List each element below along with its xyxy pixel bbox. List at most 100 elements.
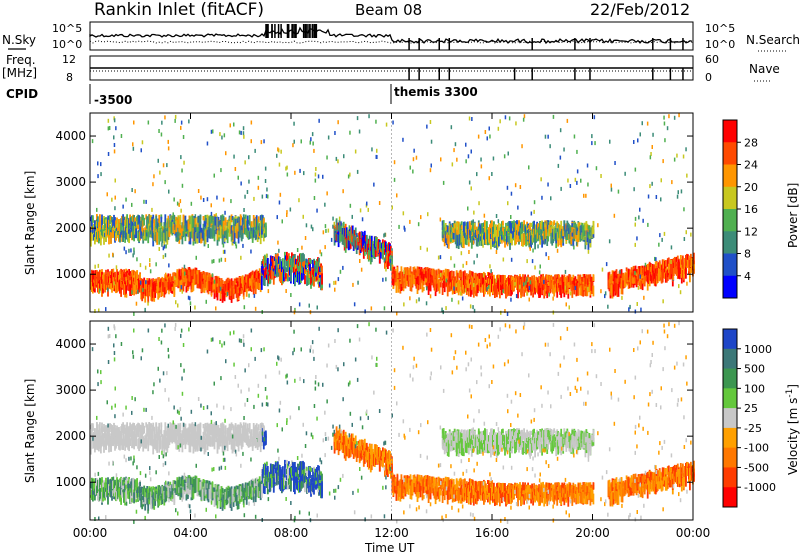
- power-cell: [454, 264, 456, 268]
- power-colorbar-swatch: [723, 254, 737, 277]
- power-cell: [509, 116, 511, 120]
- power-cell: [292, 143, 294, 147]
- power-cell: [510, 215, 512, 219]
- power-cell: [563, 148, 565, 152]
- power-cell: [214, 174, 216, 178]
- power-cell: [465, 143, 467, 147]
- power-cell: [385, 268, 387, 272]
- power-cell: [416, 156, 418, 160]
- power-cell: [107, 288, 109, 292]
- power-ytick-label: 1000: [55, 267, 86, 281]
- power-cell: [334, 131, 336, 135]
- power-cell: [544, 241, 546, 245]
- power-cell: [294, 140, 296, 144]
- power-cell: [265, 223, 267, 236]
- power-cell: [634, 271, 636, 275]
- power-cell: [671, 245, 673, 249]
- power-cell: [258, 186, 260, 190]
- power-cell: [683, 155, 685, 159]
- power-cell: [207, 197, 209, 201]
- power-cell: [314, 196, 316, 200]
- velocity-cell: [173, 491, 175, 505]
- power-cell: [223, 198, 225, 202]
- power-cell: [243, 208, 245, 212]
- power-cell: [451, 125, 453, 129]
- velocity-cell: [133, 492, 135, 503]
- power-cell: [354, 302, 356, 306]
- power-cell: [600, 174, 602, 178]
- power-cell: [526, 259, 528, 263]
- power-cell: [505, 115, 507, 119]
- power-cell: [276, 154, 278, 158]
- power-ytick-label: 3000: [55, 175, 86, 189]
- power-cell: [166, 163, 168, 167]
- power-cell: [322, 175, 324, 179]
- power-cell: [133, 284, 135, 295]
- power-cell: [187, 287, 189, 291]
- power-cell: [668, 114, 670, 118]
- power-cell: [207, 142, 209, 146]
- power-colorbar-swatch: [723, 120, 737, 143]
- power-cell: [195, 214, 197, 218]
- power-cell: [126, 294, 128, 298]
- power-cell: [639, 208, 641, 212]
- power-cell: [518, 232, 520, 236]
- power-cell: [376, 155, 378, 159]
- power-cell: [194, 306, 196, 310]
- power-cell: [244, 160, 246, 164]
- power-cell: [649, 184, 651, 188]
- power-cell: [493, 157, 495, 161]
- power-cell: [476, 254, 478, 258]
- power-cell: [181, 169, 183, 173]
- power-cell: [448, 235, 450, 249]
- power-cell: [279, 163, 281, 167]
- power-cell: [301, 246, 303, 250]
- power-cell: [285, 273, 287, 279]
- velocity-data: [90, 321, 695, 524]
- power-cell: [224, 250, 226, 254]
- power-cell: [220, 287, 222, 291]
- power-cell: [200, 215, 202, 225]
- power-cell: [211, 130, 213, 134]
- power-cell: [458, 300, 460, 304]
- power-cell: [196, 256, 198, 260]
- power-cell: [211, 293, 213, 297]
- power-cell: [376, 149, 378, 153]
- power-cell: [325, 229, 327, 233]
- power-cell: [440, 255, 442, 259]
- power-cell: [172, 287, 174, 291]
- power-cell: [685, 147, 687, 151]
- nave-label: Nave: [749, 62, 780, 76]
- power-cell: [605, 291, 607, 295]
- power-cell: [132, 142, 134, 146]
- power-cell: [678, 113, 680, 117]
- power-cell: [337, 120, 339, 124]
- power-cell: [511, 192, 513, 196]
- power-cell: [366, 202, 368, 206]
- power-cell: [242, 244, 244, 248]
- power-cell: [125, 250, 127, 254]
- nsearch-label: N.Search: [746, 33, 800, 47]
- power-cell: [100, 162, 102, 166]
- power-cell: [455, 142, 457, 146]
- power-cell: [560, 128, 562, 132]
- power-cell: [678, 190, 680, 194]
- power-cell: [473, 283, 475, 287]
- power-cell: [413, 149, 415, 153]
- power-cell: [651, 182, 653, 186]
- power-cell: [97, 161, 99, 165]
- power-cell: [640, 275, 642, 279]
- power-cell: [340, 270, 342, 274]
- power-cell: [328, 136, 330, 140]
- power-cell: [607, 305, 609, 309]
- power-cell: [655, 257, 657, 261]
- power-cell: [163, 255, 165, 259]
- power-cell: [532, 249, 534, 253]
- power-cell: [508, 152, 510, 156]
- power-cell: [206, 286, 208, 290]
- power-cell: [286, 210, 288, 214]
- power-cell: [177, 304, 179, 308]
- power-cell: [602, 268, 604, 272]
- power-cell: [99, 214, 101, 227]
